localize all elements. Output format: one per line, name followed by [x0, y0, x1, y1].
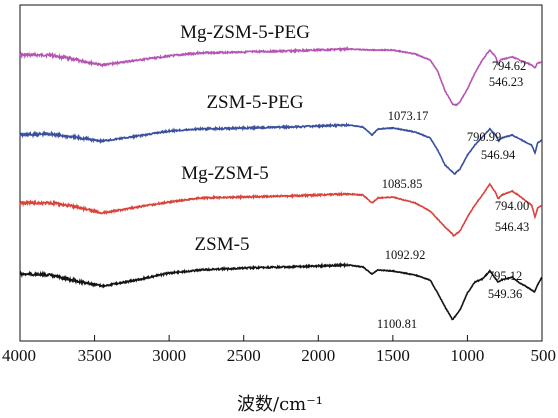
- x-tick-label: 4000: [2, 346, 36, 365]
- peak-annotation: 546.94: [481, 148, 516, 162]
- peak-annotation: 546.43: [495, 220, 529, 234]
- series-label: Mg-ZSM-5: [181, 163, 269, 184]
- series-label: ZSM-5-PEG: [206, 92, 303, 113]
- peak-annotation: 1100.81: [377, 317, 417, 331]
- x-tick-label: 3500: [78, 346, 112, 365]
- x-tick-label: 2500: [227, 346, 261, 365]
- x-tick-labels: 4000 3500 3000 2500 2000 1500 1000 500: [2, 346, 556, 365]
- series-label: ZSM-5: [195, 234, 250, 255]
- peak-annotation: 794.00: [495, 199, 529, 213]
- peak-annotation: 790.99: [467, 130, 501, 144]
- plot-frame: [19, 4, 543, 342]
- peak-annotation: 1085.85: [382, 177, 423, 191]
- x-tick-label: 500: [531, 346, 557, 365]
- series-label: Mg-ZSM-5-PEG: [180, 22, 310, 43]
- series-line-mg-zsm-5: [19, 182, 543, 238]
- series-labels: Mg-ZSM-5-PEG ZSM-5-PEG Mg-ZSM-5 ZSM-5: [180, 22, 310, 255]
- peak-annotation: 1092.92: [385, 248, 426, 262]
- series-line-zsm-5-peg: [19, 122, 543, 176]
- peak-annotation: 546.23: [489, 75, 523, 89]
- peak-annotation: 1073.17: [388, 109, 429, 123]
- peak-annotation: 549.36: [488, 287, 522, 301]
- x-axis-title: 波数/cm⁻¹: [237, 394, 323, 415]
- x-tick-label: 3000: [152, 346, 186, 365]
- x-tick-label: 2000: [301, 346, 335, 365]
- x-tick-label: 1500: [376, 346, 410, 365]
- x-ticks: [19, 335, 543, 341]
- x-tick-label: 1000: [450, 346, 484, 365]
- peak-annotation: 795.12: [488, 269, 522, 283]
- series-lines: [19, 46, 543, 321]
- series-line-mg-zsm-5-peg: [19, 46, 543, 107]
- peak-annotations: 794.62 546.23 1073.17 790.99 546.94 1085.85 79…: [377, 59, 529, 331]
- series-line-zsm-5: [19, 261, 543, 321]
- peak-annotation: 794.62: [492, 59, 526, 73]
